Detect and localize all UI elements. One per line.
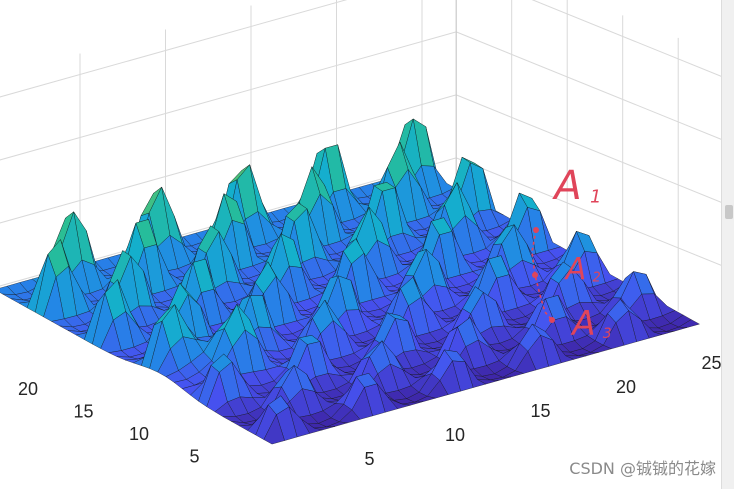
annotation-marker bbox=[533, 227, 539, 233]
y-tick-label: 15 bbox=[73, 402, 93, 422]
annotation-a3-subscript: 3 bbox=[603, 326, 612, 342]
annotation-marker bbox=[532, 272, 538, 278]
x-tick-label: 15 bbox=[530, 401, 550, 421]
x-tick-label: 20 bbox=[616, 377, 636, 397]
annotation-marker bbox=[549, 317, 555, 323]
x-tick-label: 10 bbox=[445, 425, 465, 445]
vertical-scrollbar[interactable] bbox=[721, 0, 734, 489]
annotation-layer: A 1A 2A 3 bbox=[531, 163, 612, 344]
x-tick-label: 5 bbox=[364, 449, 374, 469]
y-tick-label: 20 bbox=[18, 379, 38, 399]
y-tick-label: 5 bbox=[189, 447, 199, 467]
axis-ticks: 5 10 15 20 25 5 10 15 20 bbox=[18, 353, 722, 469]
annotation-a1: A bbox=[551, 163, 581, 209]
scrollbar-handle[interactable] bbox=[725, 205, 733, 219]
annotation-a1-subscript: 1 bbox=[590, 187, 601, 208]
y-tick-label: 10 bbox=[129, 424, 149, 444]
watermark: CSDN @铖铖的花嫁 bbox=[569, 459, 716, 478]
annotation-trace bbox=[531, 229, 553, 321]
annotation-a3: A bbox=[570, 304, 595, 344]
annotation-a2-subscript: 2 bbox=[593, 271, 601, 286]
surface-mesh bbox=[0, 118, 701, 445]
annotation-a2: A bbox=[564, 252, 587, 287]
surface-patch bbox=[263, 414, 285, 445]
x-tick-label: 25 bbox=[701, 353, 721, 373]
